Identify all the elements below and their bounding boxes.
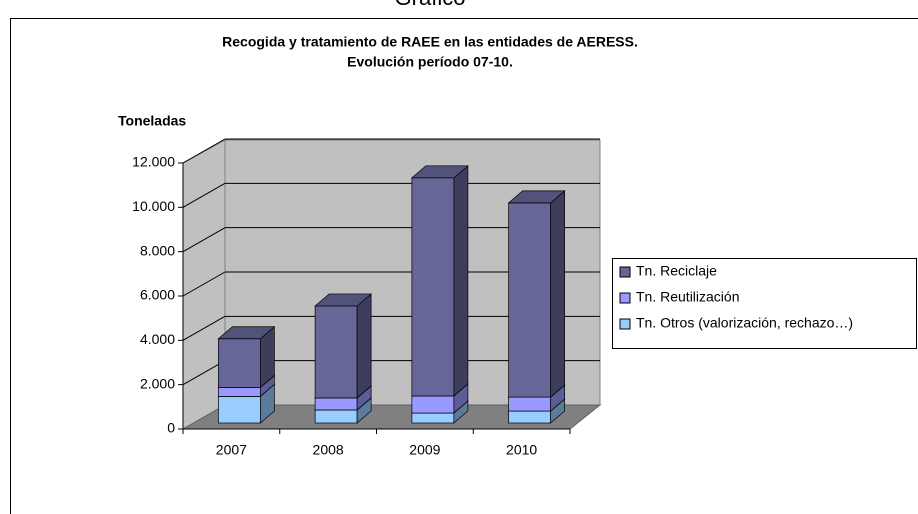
legend-swatch <box>619 266 631 278</box>
bar-front <box>218 338 261 388</box>
y-tick-label: 12.000 <box>132 154 175 170</box>
chart-subtitle: Evolución período 07-10. <box>347 54 513 70</box>
page-title: Gráfico <box>395 0 466 10</box>
bar-front <box>314 305 358 399</box>
x-tick-label: 2008 <box>313 442 344 458</box>
grid-line <box>182 271 226 297</box>
bar-front <box>411 412 455 424</box>
bar-side <box>356 293 372 399</box>
bar-top <box>217 326 276 340</box>
bar-top <box>314 293 373 307</box>
grid-line <box>182 138 226 164</box>
y-axis-label: Toneladas <box>118 113 186 129</box>
bar-front <box>218 396 261 424</box>
bar-front <box>218 387 261 397</box>
chart-title: Recogida y tratamiento de RAEE en las en… <box>222 34 638 50</box>
legend-label: Tn. Reciclaje <box>636 263 717 279</box>
bar-front <box>314 409 358 424</box>
x-tick-label: 2010 <box>506 442 537 458</box>
bar-front <box>314 397 358 411</box>
y-tick-label: 8.000 <box>140 242 175 258</box>
bar-top <box>507 190 566 204</box>
legend-swatch <box>619 292 631 304</box>
legend-label: Tn. Reutilización <box>636 289 740 305</box>
grid-line <box>182 182 226 208</box>
bar-front <box>508 410 551 424</box>
y-tick-label: 2.000 <box>140 375 175 391</box>
grid-line <box>182 315 226 341</box>
bar-front <box>508 396 551 412</box>
bar-top <box>410 165 469 179</box>
x-tick-label: 2009 <box>409 442 440 458</box>
bar-side <box>550 190 565 398</box>
y-tick-label: 6.000 <box>140 287 175 303</box>
grid-line <box>182 227 226 253</box>
grid-line <box>182 360 226 386</box>
bars <box>217 165 566 424</box>
bar-front <box>508 202 551 398</box>
y-tick-label: 4.000 <box>140 331 175 347</box>
legend-label: Tn. Otros (valorización, rechazo…) <box>636 315 853 331</box>
legend-swatch <box>619 318 631 330</box>
legend <box>612 258 917 349</box>
bar-front <box>411 177 455 397</box>
y-tick-label: 10.000 <box>132 198 175 214</box>
bar-side <box>453 165 469 397</box>
x-tick-label: 2007 <box>216 442 247 458</box>
y-tick-label: 0 <box>167 420 175 436</box>
bar-front <box>411 395 455 414</box>
legend-items: Tn. Otros (valorización, rechazo…) Tn. Re… <box>619 263 853 331</box>
